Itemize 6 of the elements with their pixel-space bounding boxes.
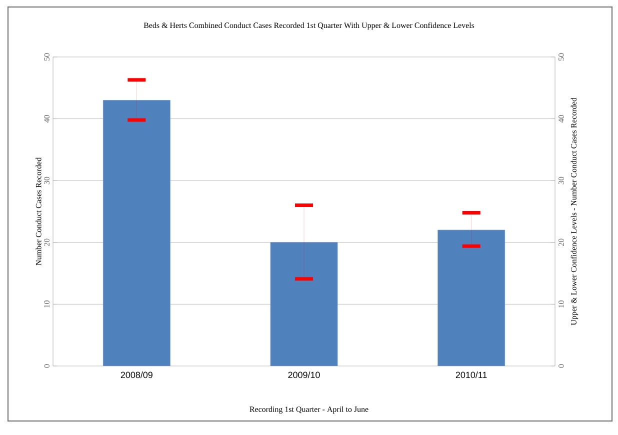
bar xyxy=(102,100,170,366)
x-tick-label: 2008/09 xyxy=(120,372,152,378)
bar xyxy=(270,242,338,366)
bar xyxy=(438,230,506,366)
x-tick-label: 2010/11 xyxy=(456,372,487,378)
x-tick-label: 2009/10 xyxy=(288,372,320,378)
